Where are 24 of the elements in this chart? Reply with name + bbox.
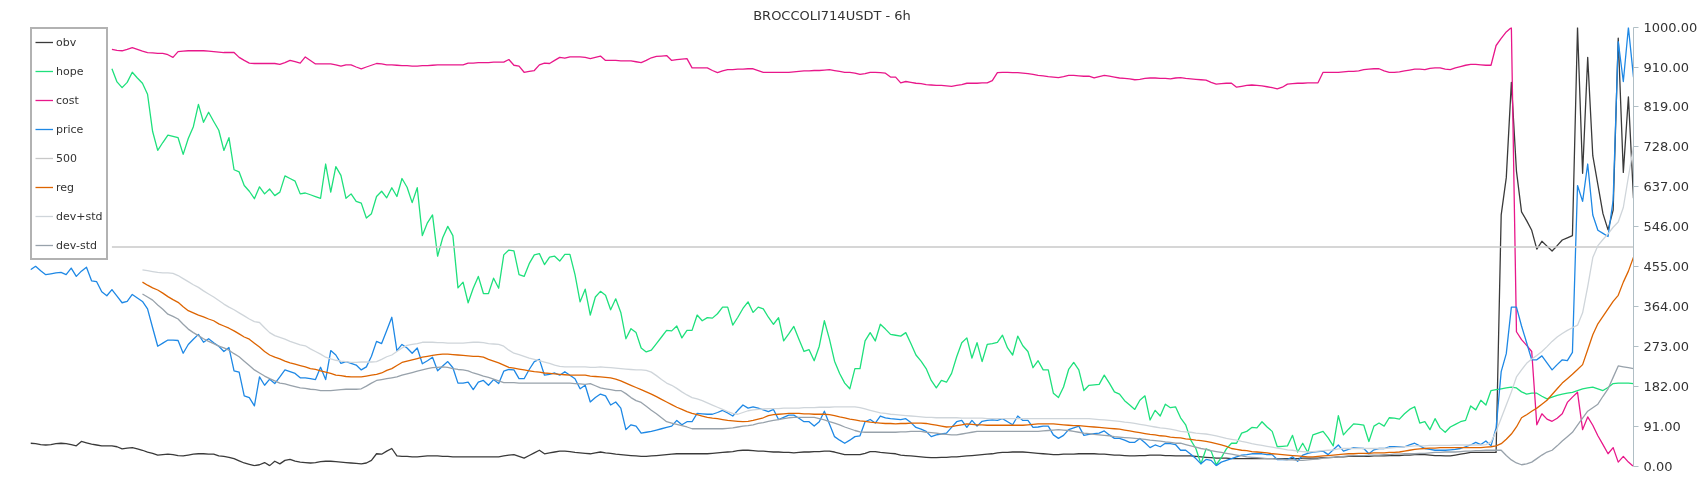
legend-label: price: [56, 122, 84, 136]
y-tick-label: 455.00: [1643, 259, 1689, 275]
y-tick-label: 910.00: [1643, 59, 1689, 75]
y-tick-label: 546.00: [1643, 219, 1689, 235]
y-tick-label: 819.00: [1643, 99, 1689, 115]
legend-label: 500: [56, 151, 77, 165]
line-series: [141, 146, 1634, 453]
line-series: [141, 293, 1634, 466]
y-tick-label: 637.00: [1643, 179, 1689, 195]
y-tick-label: 91.00: [1643, 419, 1681, 435]
y-tick-label: 1000.00: [1643, 20, 1698, 35]
legend-label: dev-std: [56, 238, 97, 252]
legend-label: reg: [56, 180, 75, 194]
legend-label: cost: [56, 93, 79, 107]
y-tick-label: 0.00: [1643, 459, 1673, 474]
legend-label: obv: [56, 35, 77, 49]
legend-label: dev+std: [56, 209, 103, 223]
y-tick-label: 728.00: [1643, 139, 1689, 155]
y-tick-label: 182.00: [1643, 379, 1689, 395]
line-series: [141, 256, 1634, 458]
y-tick-label: 273.00: [1643, 339, 1689, 355]
chart-title: BROCCOLI714USDT - 6h: [753, 7, 911, 23]
legend-label: hope: [56, 64, 84, 78]
y-tick-label: 364.00: [1643, 299, 1689, 315]
